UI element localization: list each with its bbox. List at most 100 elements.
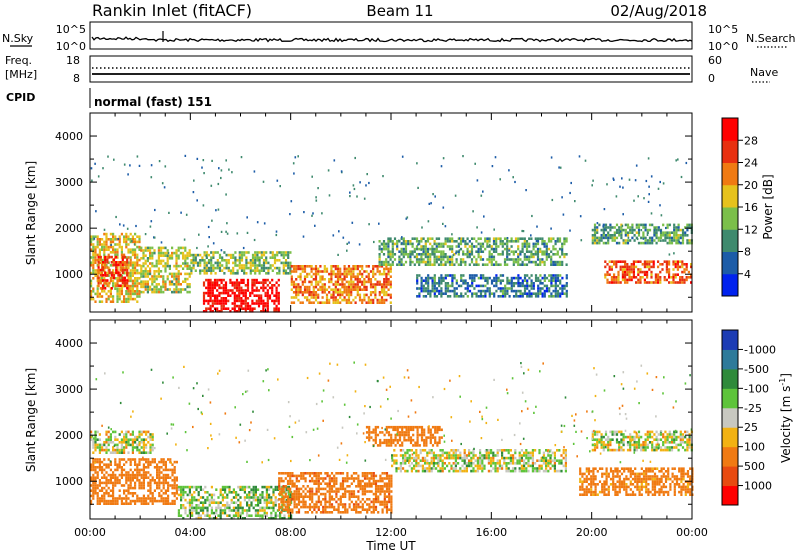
heatmap-cell <box>372 477 375 480</box>
heatmap-cell <box>243 269 246 272</box>
heatmap-cell <box>460 279 463 282</box>
heatmap-cell <box>199 259 202 262</box>
heatmap-cell <box>123 438 126 441</box>
heatmap-cell <box>120 458 123 461</box>
heatmap-cell <box>492 240 496 243</box>
heatmap-cell <box>112 441 115 444</box>
heatmap-cell <box>306 275 309 278</box>
heatmap-cell <box>411 250 414 253</box>
heatmap-cell <box>207 253 211 257</box>
heatmap-cell <box>468 263 471 266</box>
heatmap-cell <box>378 247 381 251</box>
heatmap-cell <box>256 251 259 254</box>
heatmap-cell <box>247 261 250 265</box>
heatmap-cell <box>468 245 471 248</box>
heatmap-cell <box>643 281 646 284</box>
heatmap-cell <box>289 490 292 493</box>
heatmap-cell <box>105 471 108 474</box>
heatmap-cell <box>221 496 224 499</box>
heatmap-cell <box>282 508 285 511</box>
heatmap-cell <box>126 263 129 267</box>
heatmap-cell <box>324 505 327 509</box>
heatmap-cell <box>146 249 149 252</box>
heatmap-cell <box>158 466 161 469</box>
heatmap-cell <box>295 505 298 509</box>
heatmap-cell <box>340 170 343 173</box>
heatmap-cell <box>506 287 509 290</box>
heatmap-cell <box>129 251 132 254</box>
heatmap-cell <box>368 438 371 442</box>
heatmap-cell <box>105 264 108 267</box>
heatmap-cell <box>561 263 564 266</box>
heatmap-cell <box>313 505 316 509</box>
heatmap-cell <box>354 267 357 271</box>
cpid-value: normal (fast) 151 <box>94 95 212 109</box>
heatmap-cell <box>449 295 452 298</box>
heatmap-cell <box>118 297 121 301</box>
heatmap-cell <box>177 509 180 512</box>
heatmap-cell <box>311 175 313 178</box>
heatmap-cell <box>453 295 456 298</box>
heatmap-cell <box>308 479 312 483</box>
heatmap-cell <box>479 245 482 248</box>
heatmap-cell <box>355 500 358 504</box>
heatmap-cell <box>537 284 540 288</box>
heatmap-cell <box>385 293 388 297</box>
heatmap-cell <box>105 499 108 503</box>
heatmap-cell <box>380 296 384 299</box>
heatmap-cell <box>134 458 137 461</box>
heatmap-cell <box>112 486 115 490</box>
heatmap-cell <box>295 495 298 498</box>
heatmap-cell <box>205 291 208 295</box>
heatmap-cell <box>238 264 241 267</box>
heatmap-cell <box>369 278 373 281</box>
heatmap-cell <box>528 289 531 293</box>
heatmap-cell <box>341 280 344 284</box>
heatmap-cell <box>114 282 117 285</box>
heatmap-cell <box>537 295 540 298</box>
heatmap-cell <box>108 281 111 285</box>
heatmap-cell <box>105 300 108 303</box>
heatmap-cell <box>317 485 320 488</box>
heatmap-cell <box>252 493 255 497</box>
heatmap-cell <box>127 295 130 298</box>
heatmap-cell <box>365 184 367 187</box>
heatmap-cell <box>377 485 380 488</box>
heatmap-cell <box>246 289 250 292</box>
heatmap-cell <box>213 299 217 303</box>
heatmap-cell <box>510 245 513 248</box>
heatmap-cell <box>136 466 139 469</box>
heatmap-cell <box>186 272 189 276</box>
heatmap-cell <box>451 237 454 240</box>
heatmap-cell <box>98 240 101 244</box>
heatmap-cell <box>681 260 684 263</box>
heatmap-cell <box>523 237 526 240</box>
heatmap-cell <box>470 250 474 253</box>
heatmap-cell <box>607 236 610 240</box>
heatmap-cell <box>411 245 414 248</box>
heatmap-cell <box>660 229 662 232</box>
heatmap-cell <box>311 477 314 480</box>
heatmap-cell <box>348 505 351 509</box>
heatmap-cell <box>123 492 126 495</box>
heatmap-cell <box>300 477 303 480</box>
heatmap-cell <box>98 438 101 441</box>
heatmap-cell <box>264 281 267 284</box>
heatmap-cell <box>138 433 141 436</box>
heatmap-cell <box>477 263 480 266</box>
heatmap-cell <box>140 283 143 286</box>
heatmap-cell <box>278 485 281 488</box>
heatmap-cell <box>180 496 183 499</box>
heatmap-cell <box>109 300 112 303</box>
heatmap-cell <box>216 302 219 305</box>
heatmap-cell <box>104 279 107 282</box>
heatmap-cell <box>492 263 496 266</box>
heatmap-cell <box>267 272 270 275</box>
heatmap-cell <box>482 190 484 193</box>
heatmap-cell <box>213 493 216 497</box>
heatmap-cell <box>136 253 139 257</box>
heatmap-cell <box>275 310 278 313</box>
heatmap-cell <box>388 487 391 491</box>
heatmap-cell <box>213 294 217 297</box>
heatmap-cell <box>374 500 378 504</box>
